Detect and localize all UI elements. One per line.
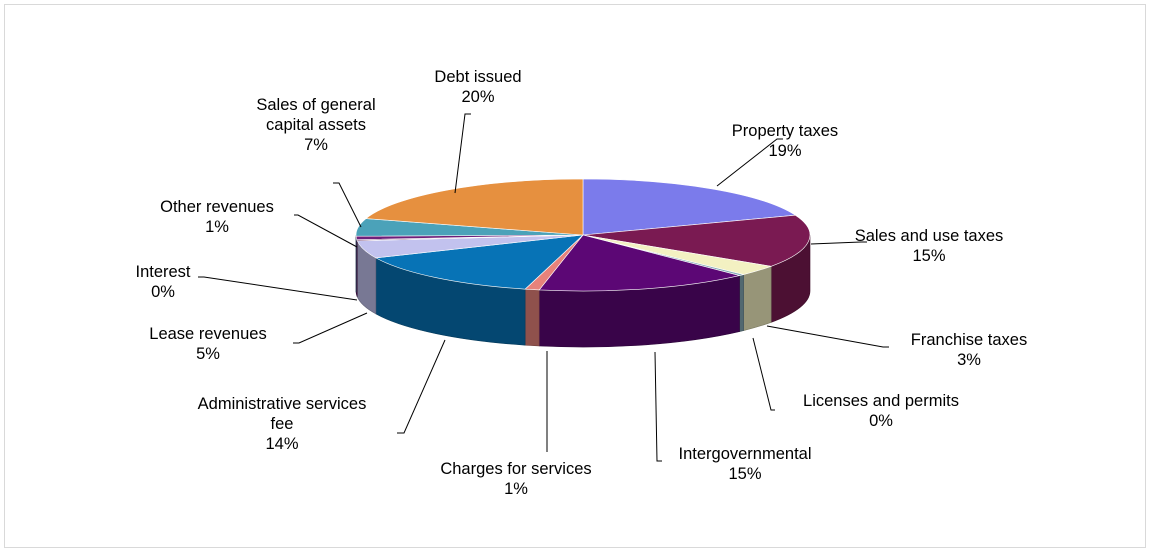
pie-side-licenses-and-permits (739, 274, 744, 332)
leader-line-debt-issued (454, 113, 471, 194)
label-percent-licenses-and-permits: 0% (869, 412, 893, 430)
label-percent-sales-and-use-taxes: 15% (912, 247, 945, 265)
label-name-licenses-and-permits: Licenses and permits (803, 392, 959, 410)
label-name-franchise-taxes: Franchise taxes (911, 331, 1027, 349)
leader-line-property-taxes (716, 138, 783, 187)
pie-side-charges-for-services (524, 288, 540, 347)
label-name-charges-for-services: Charges for services (440, 460, 591, 478)
label-percent-property-taxes: 19% (768, 142, 801, 160)
pie-side-franchise-taxes (743, 265, 772, 331)
label-percent-administrative-services-fee: 14% (265, 435, 298, 453)
leader-line-lease-revenues (293, 312, 368, 344)
label-name-administrative-services-fee: Administrative services (198, 395, 367, 413)
pie-side-walls (355, 234, 811, 348)
chart-frame: Property taxes 19% Sales and use taxes 15% F… (4, 4, 1146, 548)
pie-slice-sales-and-use-taxes (582, 214, 811, 267)
data-labels: Property taxes 19% Sales and use taxes 15% F… (135, 68, 1027, 498)
label-name-property-taxes: Property taxes (732, 122, 838, 140)
leader-line-sales-of-general-capital-assets (333, 182, 362, 228)
pie-slice-intergovernmental (538, 234, 740, 292)
leader-line-licenses-and-permits (752, 337, 775, 411)
leader-line-franchise-taxes (766, 325, 889, 348)
leader-line-intergovernmental (654, 351, 662, 462)
leader-line-administrative-services-fee (397, 339, 446, 434)
pie-slices (355, 178, 811, 292)
label-name-sales-of-general-capital-assets: capital assets (266, 116, 366, 134)
label-name-other-revenues: Other revenues (160, 198, 274, 216)
label-name-intergovernmental: Intergovernmental (679, 445, 812, 463)
label-percent-sales-of-general-capital-assets: 7% (304, 136, 328, 154)
label-name-debt-issued: Debt issued (434, 68, 521, 86)
leader-line-sales-and-use-taxes (810, 241, 867, 245)
label-percent-charges-for-services: 1% (504, 480, 528, 498)
label-percent-franchise-taxes: 3% (957, 351, 981, 369)
label-percent-intergovernmental: 15% (728, 465, 761, 483)
pie-slice-property-taxes (582, 178, 797, 236)
pie-slice-administrative-services-fee (374, 234, 584, 290)
label-name-administrative-services-fee: fee (271, 415, 294, 433)
label-name-sales-of-general-capital-assets: Sales of general (256, 96, 375, 114)
leader-line-other-revenues (294, 214, 358, 248)
pie-slice-debt-issued (365, 178, 584, 236)
leader-line-interest (198, 276, 358, 301)
label-name-lease-revenues: Lease revenues (149, 325, 266, 343)
label-percent-debt-issued: 20% (461, 88, 494, 106)
label-name-interest: Interest (135, 263, 190, 281)
pie-chart: Property taxes 19% Sales and use taxes 15% F… (135, 68, 1027, 498)
label-percent-other-revenues: 1% (205, 218, 229, 236)
label-percent-lease-revenues: 5% (196, 345, 220, 363)
label-percent-interest: 0% (151, 283, 175, 301)
label-name-sales-and-use-taxes: Sales and use taxes (855, 227, 1004, 245)
